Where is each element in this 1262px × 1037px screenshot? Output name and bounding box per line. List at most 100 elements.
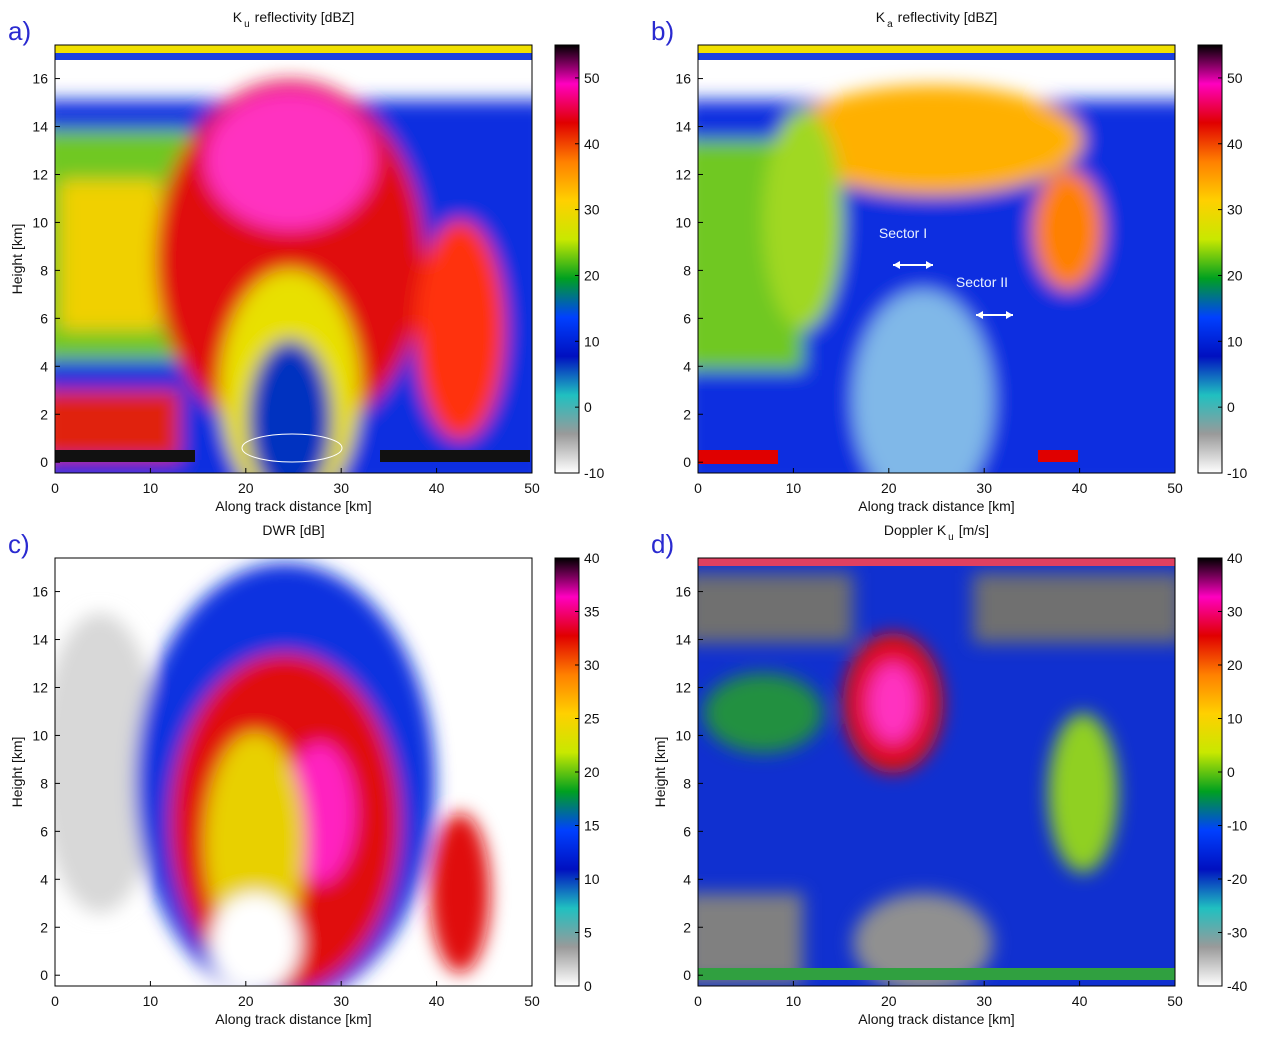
x-axis-label: Along track distance [km] — [215, 498, 371, 514]
y-tick-label: 10 — [32, 727, 48, 743]
x-tick-label: 10 — [143, 993, 159, 1009]
y-tick-label: 0 — [683, 454, 691, 470]
colorbar-tick-label: -10 — [1227, 818, 1247, 834]
colorbar-tick-label: 30 — [584, 657, 600, 673]
title-subscript: a — [887, 19, 893, 30]
colorbar-tick-label: 20 — [1227, 267, 1243, 283]
colorbar-tick-label: 50 — [584, 70, 600, 86]
y-tick-label: 8 — [683, 262, 691, 278]
colorbar-tick-label: 40 — [584, 550, 600, 566]
y-tick-label: 16 — [675, 71, 691, 87]
y-tick-label: 12 — [32, 166, 48, 182]
y-tick-label: 0 — [40, 454, 48, 470]
x-axis-label: Along track distance [km] — [858, 498, 1014, 514]
y-tick-label: 6 — [683, 310, 691, 326]
y-tick-label: 16 — [675, 584, 691, 600]
colorbar-tick-label: -10 — [1227, 465, 1247, 481]
x-tick-label: 30 — [333, 480, 349, 496]
y-tick-label: 14 — [32, 119, 48, 135]
plot-frame — [54, 44, 533, 474]
colorbar — [1197, 44, 1223, 474]
colorbar-tick-label: 0 — [1227, 399, 1235, 415]
y-tick-label: 12 — [675, 166, 691, 182]
plot-frame — [697, 44, 1176, 474]
title-text: reflectivity [dBZ] — [898, 9, 998, 25]
x-tick-label: 50 — [1167, 993, 1183, 1009]
y-tick-label: 6 — [683, 823, 691, 839]
y-tick-label: 12 — [675, 679, 691, 695]
y-tick-label: 4 — [40, 358, 48, 374]
y-axis-label: Height [km] — [9, 224, 25, 295]
y-tick-label: 2 — [40, 919, 48, 935]
colorbar-tick-label: 30 — [1227, 604, 1243, 620]
colorbar-tick-label: 10 — [1227, 333, 1243, 349]
x-tick-label: 40 — [429, 993, 445, 1009]
colorbar-tick-label: 15 — [584, 818, 600, 834]
y-tick-label: 10 — [675, 727, 691, 743]
title-text: K — [233, 9, 243, 25]
y-tick-label: 8 — [40, 262, 48, 278]
radar-image — [698, 45, 1175, 473]
x-tick-label: 0 — [51, 993, 59, 1009]
x-tick-label: 50 — [524, 480, 540, 496]
title-subscript: u — [244, 19, 250, 30]
colorbar-tick-label: 0 — [1227, 764, 1235, 780]
y-tick-label: 4 — [40, 871, 48, 887]
x-tick-label: 30 — [976, 480, 992, 496]
x-tick-label: 40 — [429, 480, 445, 496]
x-tick-label: 0 — [694, 993, 702, 1009]
x-tick-label: 10 — [143, 480, 159, 496]
x-tick-label: 40 — [1072, 480, 1088, 496]
panel-label: c) — [8, 529, 30, 559]
plot-frame — [54, 557, 533, 987]
y-tick-label: 4 — [683, 871, 691, 887]
radar-image — [698, 558, 1175, 986]
title-text: K — [876, 9, 886, 25]
radar-image — [55, 45, 532, 473]
colorbar-tick-label: 20 — [584, 764, 600, 780]
colorbar-tick-label: -30 — [1227, 925, 1247, 941]
y-tick-label: 14 — [675, 632, 691, 648]
panel: 0 10 20 30 40 50 0 2 4 6 8 10 12 14 16 Along track dist… — [651, 522, 1247, 1027]
colorbar-tick-label: 30 — [584, 202, 600, 218]
colorbar-tick-label: 10 — [1227, 711, 1243, 727]
y-tick-label: 10 — [675, 214, 691, 230]
plot-frame — [697, 557, 1176, 987]
panel: 0 10 20 30 40 50 0 2 4 6 8 10 12 14 16 Along track dist… — [651, 9, 1247, 514]
y-tick-label: 8 — [40, 775, 48, 791]
y-tick-label: 14 — [675, 119, 691, 135]
colorbar-tick-label: -10 — [584, 465, 604, 481]
x-tick-label: 40 — [1072, 993, 1088, 1009]
title-text: DWR [dB] — [262, 522, 324, 538]
radar-image — [55, 558, 532, 986]
panel: 0 10 20 30 40 50 0 2 4 6 8 10 12 14 16 Along track dist… — [8, 9, 604, 514]
y-axis-label: Height [km] — [652, 737, 668, 808]
colorbar-tick-label: 10 — [584, 333, 600, 349]
panel-label: b) — [651, 16, 674, 46]
y-tick-label: 2 — [683, 919, 691, 935]
colorbar-tick-label: -20 — [1227, 871, 1247, 887]
colorbar-tick-label: 20 — [1227, 657, 1243, 673]
y-tick-label: 16 — [32, 71, 48, 87]
colorbar-tick-label: -40 — [1227, 978, 1247, 994]
y-tick-label: 14 — [32, 632, 48, 648]
x-axis-label: Along track distance [km] — [858, 1011, 1014, 1027]
colorbar-tick-label: 30 — [1227, 202, 1243, 218]
colorbar-tick-label: 40 — [1227, 136, 1243, 152]
y-tick-label: 12 — [32, 679, 48, 695]
x-tick-label: 10 — [786, 480, 802, 496]
x-tick-label: 50 — [1167, 480, 1183, 496]
title-text: Doppler K — [884, 522, 947, 538]
y-tick-label: 6 — [40, 310, 48, 326]
y-tick-label: 0 — [40, 967, 48, 983]
colorbar-tick-label: 25 — [584, 711, 600, 727]
x-tick-label: 20 — [238, 480, 254, 496]
title-subscript: u — [948, 532, 954, 543]
title-text: reflectivity [dBZ] — [255, 9, 355, 25]
y-tick-label: 6 — [40, 823, 48, 839]
colorbar-tick-label: 50 — [1227, 70, 1243, 86]
y-tick-label: 10 — [32, 214, 48, 230]
